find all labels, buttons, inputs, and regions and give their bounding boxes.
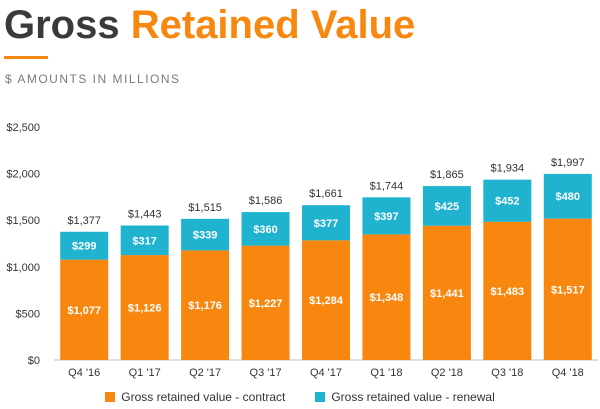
bar-renewal — [362, 197, 411, 235]
bar-contract — [422, 225, 471, 360]
y-tick-label: $2,500 — [6, 122, 40, 134]
data-label-renewal: $452 — [495, 196, 519, 208]
data-label-total: $1,586 — [249, 195, 283, 207]
x-tick-label: Q4 '18 — [552, 367, 584, 379]
bar-contract — [120, 255, 169, 360]
y-tick-label: $1,000 — [6, 262, 40, 274]
title-part-2: Retained Value — [130, 3, 416, 47]
data-label-total: $1,934 — [491, 163, 525, 175]
legend-swatch-contract — [105, 392, 116, 402]
legend-label-contract: Gross retained value - contract — [121, 390, 286, 404]
data-label-contract: $1,441 — [430, 288, 464, 300]
gross-retained-value-chart: $0 $500 $1,000 $1,500 $2,000 $2,500 $1,077 $299… — [6, 122, 598, 379]
data-label-total: $1,377 — [67, 215, 101, 227]
y-tick-label: $2,000 — [6, 169, 40, 181]
data-label-contract: $1,348 — [370, 292, 404, 304]
data-label-renewal: $317 — [132, 235, 156, 247]
title-part-1: Gross — [4, 3, 120, 47]
x-tick-label: Q4 '16 — [68, 367, 100, 379]
page-subtitle: $ AMOUNTS IN MILLIONS — [5, 72, 181, 86]
data-label-contract: $1,126 — [128, 303, 162, 315]
data-label-total: $1,997 — [551, 157, 585, 169]
data-label-renewal: $425 — [435, 201, 459, 213]
bar-contract — [181, 250, 230, 360]
y-tick-label: $1,500 — [6, 215, 40, 227]
data-label-total: $1,661 — [309, 188, 343, 200]
x-tick-label: Q3 '18 — [491, 367, 523, 379]
legend-label-renewal: Gross retained value - renewal — [331, 390, 495, 404]
data-label-renewal: $299 — [72, 241, 96, 253]
data-label-contract: $1,227 — [249, 298, 283, 310]
data-label-contract: $1,077 — [67, 305, 101, 317]
x-tick-label: Q1 '18 — [370, 367, 402, 379]
title-underline — [4, 56, 48, 59]
bar-contract — [543, 218, 592, 360]
data-label-contract: $1,483 — [491, 286, 525, 298]
bar-renewal — [241, 212, 290, 246]
data-label-contract: $1,517 — [551, 284, 585, 296]
data-label-contract: $1,284 — [309, 295, 344, 307]
data-label-contract: $1,176 — [188, 300, 222, 312]
bar-renewal — [60, 231, 109, 260]
legend-item-renewal: Gross retained value - renewal — [315, 390, 495, 404]
data-label-total: $1,515 — [188, 202, 222, 214]
bar-renewal — [120, 225, 169, 256]
x-tick-label: Q2 '17 — [189, 367, 221, 379]
data-label-total: $1,443 — [128, 209, 162, 221]
x-tick-label: Q4 '17 — [310, 367, 342, 379]
bar-renewal — [422, 186, 471, 226]
page-title: Gross Retained Value — [4, 2, 415, 48]
data-label-renewal: $339 — [193, 230, 217, 242]
data-label-renewal: $480 — [556, 191, 580, 203]
bar-renewal — [543, 173, 592, 219]
bar-contract — [483, 221, 532, 360]
legend-swatch-renewal — [315, 392, 326, 402]
data-label-renewal: $397 — [374, 211, 398, 223]
bar-contract — [241, 245, 290, 360]
bar-renewal — [302, 205, 350, 241]
bar-renewal — [181, 218, 230, 251]
bar-contract — [60, 259, 109, 360]
data-label-total: $1,865 — [430, 169, 464, 181]
y-tick-label: $0 — [28, 355, 40, 367]
bar-renewal — [483, 179, 532, 222]
x-tick-label: Q3 '17 — [250, 367, 282, 379]
y-tick-label: $500 — [16, 308, 40, 320]
legend-item-contract: Gross retained value - contract — [105, 390, 285, 404]
data-label-renewal: $377 — [314, 218, 338, 230]
x-tick-label: Q1 '17 — [129, 367, 161, 379]
data-label-total: $1,744 — [370, 180, 404, 192]
chart-legend: Gross retained value - contract Gross re… — [0, 390, 600, 404]
data-label-renewal: $360 — [253, 224, 277, 236]
x-tick-label: Q2 '18 — [431, 367, 463, 379]
bar-contract — [362, 234, 411, 360]
bar-contract — [302, 240, 350, 360]
